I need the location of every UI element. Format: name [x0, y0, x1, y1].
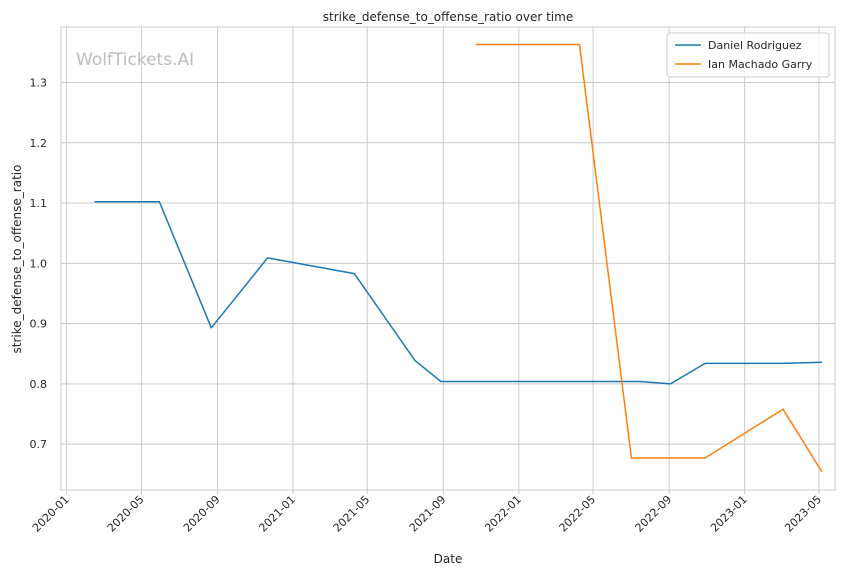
y-tick-label: 0.8: [30, 378, 48, 391]
plot-area: [61, 27, 835, 490]
y-axis: 0.7 0.8 0.9 1.0 1.1 1.2 1.3: [30, 76, 48, 451]
series-line-ian-machado-garry: [475, 43, 823, 473]
chart-title: strike_defense_to_offense_ratio over tim…: [323, 10, 573, 24]
x-axis-label: Date: [434, 552, 463, 566]
y-tick-label: 0.7: [30, 438, 48, 451]
y-tick-label: 1.0: [30, 257, 48, 270]
legend-label-daniel-rodriguez: Daniel Rodriguez: [708, 39, 802, 52]
legend-box: [666, 32, 830, 78]
y-tick-label: 1.1: [30, 197, 48, 210]
y-tick-label: 1.3: [30, 76, 48, 89]
grid: [61, 27, 835, 490]
plot-frame: [60, 26, 836, 491]
watermark: WolfTickets.AI: [76, 50, 194, 70]
y-tick-label: 0.9: [30, 318, 48, 331]
series-line-daniel-rodriguez: [94, 201, 823, 385]
legend-label-ian-machado-garry: Ian Machado Garry: [708, 58, 813, 71]
series-layer: [94, 43, 823, 473]
y-tick-label: 1.2: [30, 137, 48, 150]
y-axis-label: strike_defense_to_offense_ratio: [10, 165, 24, 354]
legend: Daniel Rodriguez Ian Machado Garry: [666, 32, 830, 78]
